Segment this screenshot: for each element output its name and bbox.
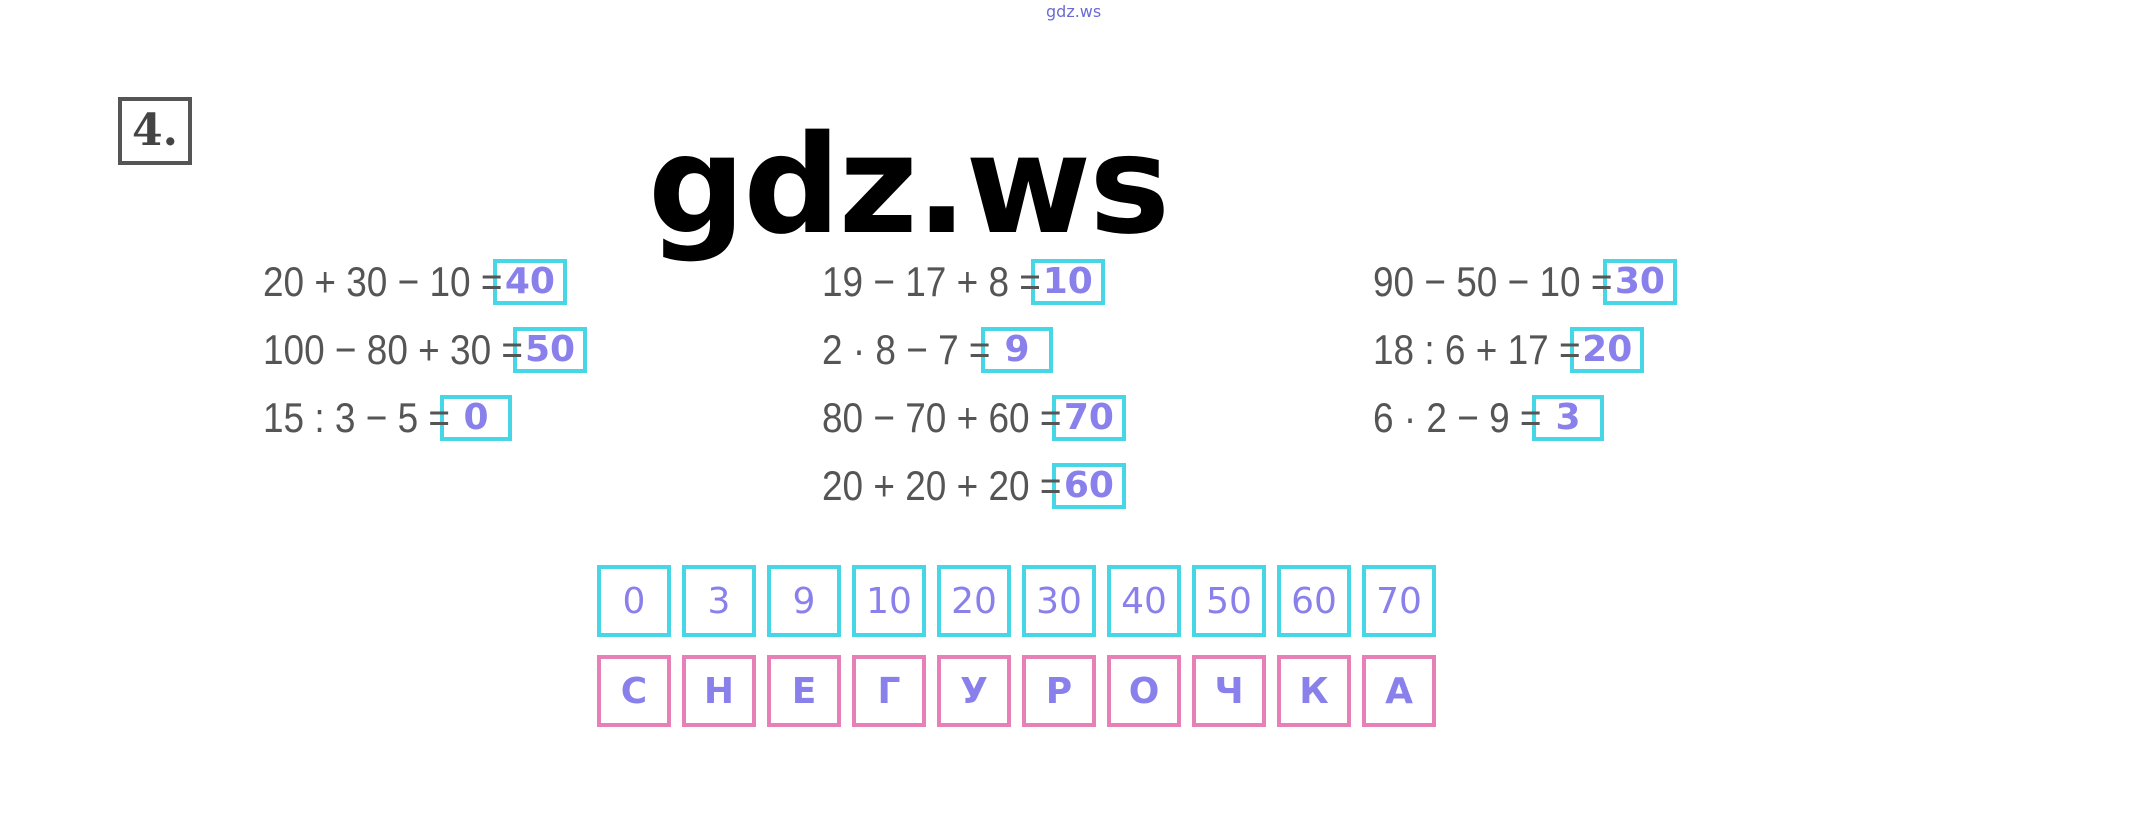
equation-expression: 18 : 6 + 17 = xyxy=(1373,326,1581,373)
equation: 20 + 30 − 10 = 40 xyxy=(263,254,567,310)
code-number: 10 xyxy=(852,565,926,637)
equation: 80 − 70 + 60 = 70 xyxy=(822,390,1126,446)
equation: 15 : 3 − 5 = 0 xyxy=(263,390,512,446)
answer-box: 20 xyxy=(1570,327,1645,373)
code-number: 60 xyxy=(1277,565,1351,637)
code-letter: О xyxy=(1107,655,1181,727)
equation-expression: 15 : 3 − 5 = xyxy=(263,394,451,441)
equation-expression: 80 − 70 + 60 = xyxy=(822,394,1062,441)
code-numbers-row: 0 3 9 10 20 30 40 50 60 70 xyxy=(597,565,1436,637)
equation: 20 + 20 + 20 = 60 xyxy=(822,458,1126,514)
answer-box: 40 xyxy=(492,259,567,305)
equation: 6 · 2 − 9 = 3 xyxy=(1373,390,1604,446)
answer-box: 9 xyxy=(980,327,1053,373)
equation-expression: 90 − 50 − 10 = xyxy=(1373,258,1613,305)
code-letter: Р xyxy=(1022,655,1096,727)
equation-expression: 20 + 20 + 20 = xyxy=(822,462,1062,509)
equation: 18 : 6 + 17 = 20 xyxy=(1373,322,1645,378)
task-number: 4. xyxy=(118,97,192,165)
equation-expression: 20 + 30 − 10 = xyxy=(263,258,503,305)
code-letter: Н xyxy=(682,655,756,727)
code-number: 3 xyxy=(682,565,756,637)
code-letter: Е xyxy=(767,655,841,727)
code-letter: С xyxy=(597,655,671,727)
code-number: 20 xyxy=(937,565,1011,637)
watermark-big: gdz.ws xyxy=(648,107,1170,265)
answer-box: 30 xyxy=(1602,259,1677,305)
code-number: 40 xyxy=(1107,565,1181,637)
answer-box: 70 xyxy=(1051,395,1126,441)
answer-box: 3 xyxy=(1531,395,1604,441)
equation: 90 − 50 − 10 = 30 xyxy=(1373,254,1677,310)
code-number: 50 xyxy=(1192,565,1266,637)
code-number: 30 xyxy=(1022,565,1096,637)
equation: 2 · 8 − 7 = 9 xyxy=(822,322,1053,378)
code-number: 9 xyxy=(767,565,841,637)
code-letter: А xyxy=(1362,655,1436,727)
code-letter: У xyxy=(937,655,1011,727)
equation-expression: 100 − 80 + 30 = xyxy=(263,326,523,373)
code-letter: Г xyxy=(852,655,926,727)
equation: 100 − 80 + 30 = 50 xyxy=(263,322,588,378)
answer-box: 0 xyxy=(440,395,512,441)
code-letter: К xyxy=(1277,655,1351,727)
answer-box: 10 xyxy=(1030,259,1105,305)
equation: 19 − 17 + 8 = 10 xyxy=(822,254,1105,310)
code-letters-row: С Н Е Г У Р О Ч К А xyxy=(597,655,1436,727)
equation-expression: 2 · 8 − 7 = xyxy=(822,326,991,373)
answer-box: 60 xyxy=(1051,463,1126,509)
code-number: 0 xyxy=(597,565,671,637)
answer-box: 50 xyxy=(512,327,588,373)
code-number: 70 xyxy=(1362,565,1436,637)
code-letter: Ч xyxy=(1192,655,1266,727)
equation-expression: 6 · 2 − 9 = xyxy=(1373,394,1542,441)
watermark-small: gdz.ws xyxy=(1046,2,1102,21)
equation-expression: 19 − 17 + 8 = xyxy=(822,258,1041,305)
